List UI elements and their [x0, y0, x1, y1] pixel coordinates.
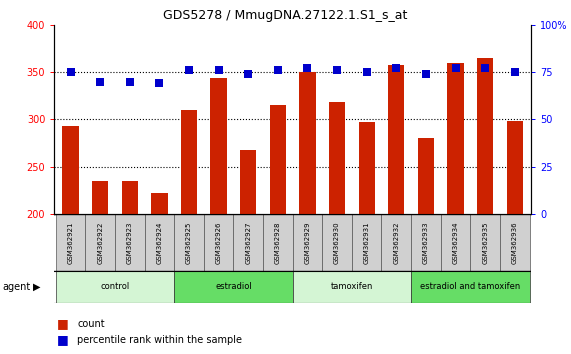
Text: tamoxifen: tamoxifen: [331, 282, 373, 291]
Point: [392, 65, 401, 71]
Bar: [240, 150, 256, 214]
Bar: [181, 110, 197, 214]
Text: GSM362936: GSM362936: [512, 221, 518, 264]
Text: GSM362927: GSM362927: [245, 221, 251, 264]
Bar: [115, 214, 144, 271]
Text: GSM362935: GSM362935: [482, 221, 488, 264]
Point: [155, 81, 164, 86]
Point: [451, 65, 460, 71]
Bar: [204, 214, 234, 271]
Point: [510, 69, 519, 75]
Text: ■: ■: [57, 318, 69, 330]
Bar: [411, 271, 529, 303]
Point: [66, 69, 75, 75]
Bar: [471, 214, 500, 271]
Bar: [441, 214, 471, 271]
Point: [95, 79, 104, 84]
Point: [274, 67, 283, 73]
Text: GSM362922: GSM362922: [97, 221, 103, 264]
Bar: [477, 58, 493, 214]
Bar: [322, 214, 352, 271]
Bar: [352, 214, 381, 271]
Bar: [388, 64, 404, 214]
Text: agent: agent: [3, 282, 31, 292]
Point: [303, 65, 312, 71]
Bar: [92, 181, 108, 214]
Point: [125, 79, 134, 84]
Text: estradiol: estradiol: [215, 282, 252, 291]
Bar: [62, 126, 79, 214]
Bar: [151, 193, 167, 214]
Point: [214, 67, 223, 73]
Bar: [56, 271, 174, 303]
Text: percentile rank within the sample: percentile rank within the sample: [77, 335, 242, 345]
Text: GSM362931: GSM362931: [364, 221, 369, 264]
Bar: [174, 214, 204, 271]
Point: [184, 67, 194, 73]
Bar: [85, 214, 115, 271]
Bar: [56, 214, 85, 271]
Text: GSM362932: GSM362932: [393, 221, 399, 264]
Bar: [381, 214, 411, 271]
Text: GSM362921: GSM362921: [67, 221, 74, 264]
Text: GSM362929: GSM362929: [304, 221, 311, 264]
Text: GSM362934: GSM362934: [452, 221, 459, 264]
Text: GSM362925: GSM362925: [186, 221, 192, 264]
Bar: [292, 214, 322, 271]
Point: [421, 71, 431, 77]
Point: [362, 69, 371, 75]
Bar: [292, 271, 411, 303]
Bar: [211, 78, 227, 214]
Text: GSM362924: GSM362924: [156, 221, 162, 264]
Text: GSM362923: GSM362923: [127, 221, 133, 264]
Text: control: control: [100, 282, 130, 291]
Bar: [359, 122, 375, 214]
Text: count: count: [77, 319, 104, 329]
Text: GSM362930: GSM362930: [334, 221, 340, 264]
Bar: [447, 63, 464, 214]
Bar: [299, 72, 316, 214]
Point: [332, 67, 341, 73]
Bar: [270, 105, 286, 214]
Text: GSM362928: GSM362928: [275, 221, 281, 264]
Bar: [411, 214, 441, 271]
Bar: [174, 271, 292, 303]
Text: GDS5278 / MmugDNA.27122.1.S1_s_at: GDS5278 / MmugDNA.27122.1.S1_s_at: [163, 9, 408, 22]
Bar: [329, 102, 345, 214]
Bar: [500, 214, 529, 271]
Text: ▶: ▶: [33, 282, 41, 292]
Point: [481, 65, 490, 71]
Bar: [418, 138, 434, 214]
Bar: [144, 214, 174, 271]
Bar: [263, 214, 292, 271]
Text: GSM362926: GSM362926: [216, 221, 222, 264]
Bar: [122, 181, 138, 214]
Bar: [234, 214, 263, 271]
Text: estradiol and tamoxifen: estradiol and tamoxifen: [420, 282, 520, 291]
Text: GSM362933: GSM362933: [423, 221, 429, 264]
Point: [244, 71, 253, 77]
Bar: [506, 121, 523, 214]
Text: ■: ■: [57, 333, 69, 346]
